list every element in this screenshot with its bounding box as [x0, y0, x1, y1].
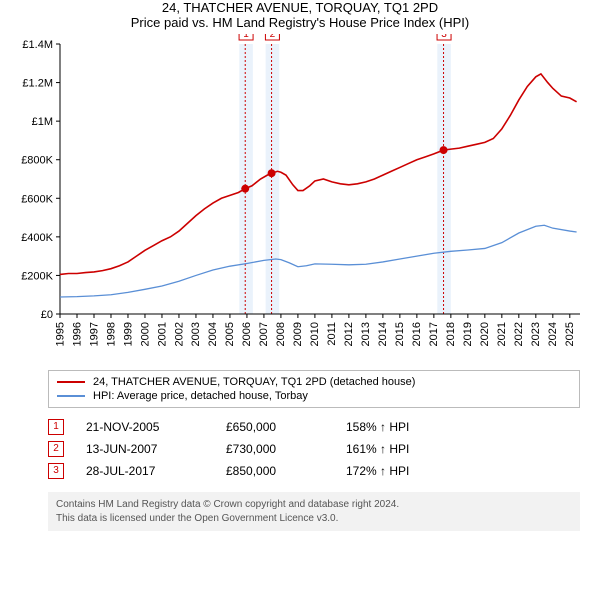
transaction-vs-hpi: 158% ↑ HPI	[346, 420, 409, 434]
legend-swatch	[57, 395, 85, 397]
chart-title-line1: 24, THATCHER AVENUE, TORQUAY, TQ1 2PD	[0, 0, 600, 15]
x-tick-label: 2023	[530, 322, 542, 346]
series-property	[60, 74, 577, 275]
y-tick-label: £800K	[21, 155, 53, 167]
x-tick-label: 2020	[479, 322, 491, 346]
x-tick-label: 2021	[496, 322, 508, 346]
transaction-price: £850,000	[226, 464, 346, 478]
sale-dot	[440, 146, 448, 154]
y-tick-label: £1.2M	[22, 78, 53, 90]
legend: 24, THATCHER AVENUE, TORQUAY, TQ1 2PD (d…	[48, 370, 580, 408]
transaction-date: 13-JUN-2007	[86, 442, 226, 456]
chart-container: 1 2 3 £0 £200K £400K £600K £800K £1M £1.2M £1.4M 19…	[12, 34, 588, 364]
x-tick-label: 2001	[156, 322, 168, 346]
transaction-badge: 2	[48, 441, 64, 457]
legend-label: 24, THATCHER AVENUE, TORQUAY, TQ1 2PD (d…	[93, 376, 415, 388]
sale-band	[239, 44, 253, 314]
x-tick-label: 2024	[547, 322, 559, 346]
transaction-date: 21-NOV-2005	[86, 420, 226, 434]
transaction-vs-hpi: 161% ↑ HPI	[346, 442, 409, 456]
credit-box: Contains HM Land Registry data © Crown c…	[48, 492, 580, 531]
transaction-badge: 1	[48, 419, 64, 435]
transaction-vs-hpi: 172% ↑ HPI	[346, 464, 409, 478]
sale-marker-number: 3	[441, 34, 447, 40]
x-tick-label: 2004	[207, 322, 219, 346]
x-tick-label: 2017	[428, 322, 440, 346]
x-tick-label: 2002	[173, 322, 185, 346]
x-tick-label: 2000	[139, 322, 151, 346]
chart-title-line2: Price paid vs. HM Land Registry's House …	[0, 15, 600, 30]
x-tick-label: 2016	[411, 322, 423, 346]
transaction-row: 3 28-JUL-2017£850,000172% ↑ HPI	[48, 460, 580, 482]
x-tick-label: 2013	[360, 322, 372, 346]
x-tick-label: 2015	[394, 322, 406, 346]
x-tick-label: 1999	[122, 322, 134, 346]
x-tick-label: 2014	[377, 322, 389, 346]
x-tick-label: 2011	[326, 322, 338, 346]
x-tick-label: 2012	[343, 322, 355, 346]
x-tick-label: 2009	[292, 322, 304, 346]
sale-dot	[268, 169, 276, 177]
sale-marker-number: 1	[243, 34, 249, 40]
transaction-badge: 3	[48, 463, 64, 479]
sale-band	[437, 44, 451, 314]
series-hpi	[60, 225, 577, 297]
transaction-date: 28-JUL-2017	[86, 464, 226, 478]
x-tick-label: 2008	[275, 322, 287, 346]
sale-band	[266, 44, 280, 314]
legend-item: 24, THATCHER AVENUE, TORQUAY, TQ1 2PD (d…	[57, 375, 571, 389]
x-tick-label: 1997	[88, 322, 100, 346]
x-tick-label: 2010	[309, 322, 321, 346]
legend-swatch	[57, 381, 85, 383]
y-tick-label: £1M	[32, 116, 53, 128]
x-tick-label: 2007	[258, 322, 270, 346]
x-tick-label: 2018	[445, 322, 457, 346]
x-tick-label: 2005	[224, 322, 236, 346]
legend-label: HPI: Average price, detached house, Torb…	[93, 390, 308, 402]
transaction-row: 2 13-JUN-2007£730,000161% ↑ HPI	[48, 438, 580, 460]
y-tick-label: £600K	[21, 193, 53, 205]
x-tick-label: 2025	[564, 322, 576, 346]
y-tick-label: £0	[41, 309, 53, 321]
y-tick-label: £1.4M	[22, 39, 53, 51]
legend-item: HPI: Average price, detached house, Torb…	[57, 389, 571, 403]
transaction-price: £650,000	[226, 420, 346, 434]
sale-marker-number: 2	[270, 34, 276, 40]
x-tick-label: 1996	[71, 322, 83, 346]
price-chart: 1 2 3 £0 £200K £400K £600K £800K £1M £1.2M £1.4M 19…	[12, 34, 588, 364]
transaction-price: £730,000	[226, 442, 346, 456]
x-tick-label: 1995	[54, 322, 66, 346]
x-tick-label: 2006	[241, 322, 253, 346]
sale-dot	[241, 185, 249, 193]
x-tick-label: 1998	[105, 322, 117, 346]
transactions-table: 1 21-NOV-2005£650,000158% ↑ HPI 2 13-JUN-20…	[48, 416, 580, 482]
credit-line2: This data is licensed under the Open Gov…	[56, 512, 572, 526]
x-tick-label: 2003	[190, 322, 202, 346]
y-tick-label: £200K	[21, 270, 53, 282]
y-tick-label: £400K	[21, 232, 53, 244]
x-tick-label: 2022	[513, 322, 525, 346]
credit-line1: Contains HM Land Registry data © Crown c…	[56, 498, 572, 512]
transaction-row: 1 21-NOV-2005£650,000158% ↑ HPI	[48, 416, 580, 438]
x-tick-label: 2019	[462, 322, 474, 346]
